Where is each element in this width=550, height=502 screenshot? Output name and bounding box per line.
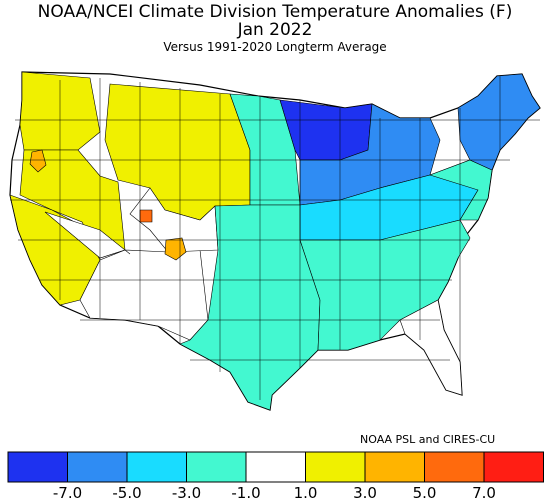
legend-tick-label: 5.0 [412, 484, 437, 502]
legend-swatch [483, 451, 544, 483]
map-subtitle: Versus 1991-2020 Longterm Average [163, 40, 387, 54]
legend-swatch [126, 451, 187, 483]
hotspot-colorado-warm [164, 237, 187, 261]
legend-tick-label: -7.0 [52, 484, 83, 502]
legend-tick-label: -1.0 [231, 484, 261, 502]
legend-tick-label: 7.0 [472, 484, 496, 502]
legend-tick-label: -3.0 [171, 484, 202, 502]
region-california [9, 194, 101, 306]
hotspot-utah-warm [139, 209, 153, 223]
legend-swatch [364, 451, 425, 483]
legend-swatch [7, 451, 68, 483]
region-northern-plains [229, 93, 301, 206]
hotspot-oregon-warm [29, 149, 47, 173]
legend-tick-label: 3.0 [353, 484, 377, 502]
credit-text: NOAA PSL and CIRES-CU [360, 433, 496, 446]
legend-tick-label: 1.0 [293, 484, 318, 502]
legend-swatch [305, 451, 366, 483]
region-southeast [299, 219, 471, 351]
legend-swatch [424, 451, 485, 483]
legend-swatch [67, 451, 128, 483]
region-southwest [79, 249, 209, 341]
color-legend [7, 451, 544, 483]
legend-tick-label: -5.0 [112, 484, 142, 502]
legend-swatch [245, 451, 306, 483]
map-period: Jan 2022 [237, 20, 313, 40]
region-new-england [457, 73, 541, 171]
region-colorado-plateau [44, 211, 131, 259]
legend-swatch [186, 451, 247, 483]
region-florida [399, 299, 463, 396]
map-title: NOAA/NCEI Climate Division Temperature A… [37, 2, 513, 22]
division-lines [10, 76, 540, 400]
